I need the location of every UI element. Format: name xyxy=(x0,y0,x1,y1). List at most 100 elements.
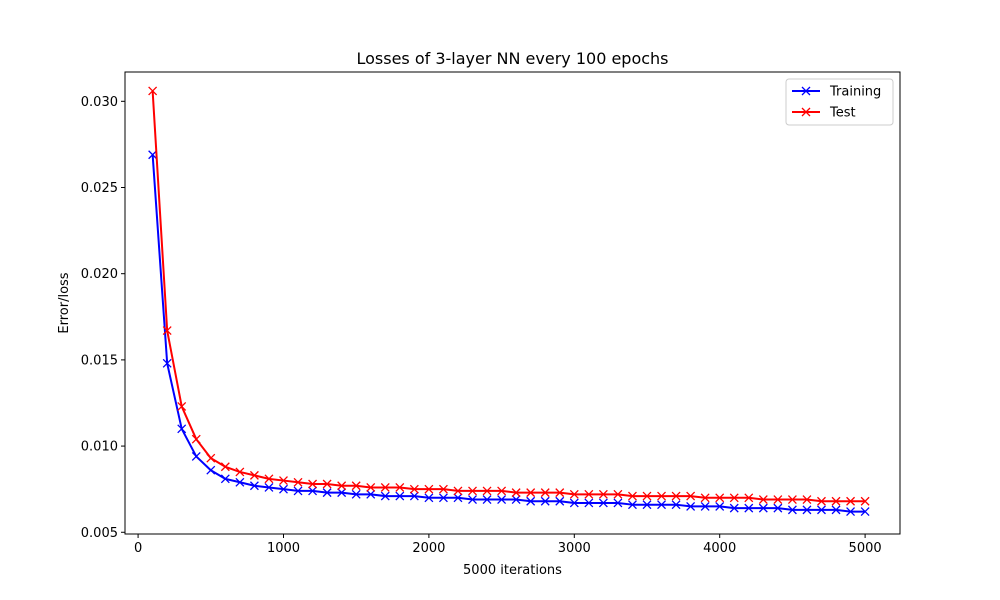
data-point-test xyxy=(744,493,754,503)
data-point-test xyxy=(220,462,230,472)
x-axis-label: 5000 iterations xyxy=(463,563,562,578)
data-point-training xyxy=(177,424,187,434)
x-tick-label: 4000 xyxy=(703,541,736,556)
data-point-training xyxy=(613,498,623,508)
data-point-test xyxy=(235,467,245,477)
data-point-test xyxy=(613,489,623,499)
series-line-training xyxy=(151,154,866,513)
data-point-training xyxy=(380,491,390,501)
data-point-training xyxy=(817,505,826,515)
data-point-test xyxy=(627,491,637,501)
data-point-training xyxy=(191,451,201,461)
x-tick-label: 2000 xyxy=(412,541,445,556)
data-point-training xyxy=(584,498,594,508)
data-point-training xyxy=(671,500,681,510)
data-point-training xyxy=(744,503,754,513)
data-point-test xyxy=(642,491,652,501)
data-point-training xyxy=(438,493,448,503)
y-tick-label: 0.025 xyxy=(81,181,118,196)
data-point-training xyxy=(235,477,245,487)
data-point-test xyxy=(569,489,579,499)
data-point-test xyxy=(293,477,303,487)
data-point-test xyxy=(846,496,856,506)
data-point-training xyxy=(351,489,361,499)
data-point-training xyxy=(293,486,303,496)
data-point-test xyxy=(468,486,477,496)
data-point-training xyxy=(468,495,477,504)
y-tick-label: 0.015 xyxy=(81,353,118,368)
data-point-training xyxy=(555,496,565,506)
data-point-test xyxy=(526,488,536,498)
series-training xyxy=(148,150,870,517)
data-point-training xyxy=(220,474,230,484)
x-tick-label: 0 xyxy=(134,541,142,556)
data-point-training xyxy=(308,486,318,496)
data-point-training xyxy=(773,503,783,513)
plot-area xyxy=(124,71,901,535)
data-point-training xyxy=(831,505,841,515)
data-point-test xyxy=(584,489,594,499)
data-point-test xyxy=(177,401,187,411)
data-point-training xyxy=(322,488,332,498)
data-point-training xyxy=(148,150,158,160)
data-point-training xyxy=(802,505,812,515)
data-point-test xyxy=(308,479,318,489)
legend-marker-test xyxy=(801,107,811,117)
data-point-test xyxy=(729,493,739,503)
data-point-test xyxy=(366,482,376,492)
data-point-training xyxy=(526,496,536,506)
tick-layer: 0 1000 2000 3000 4000 5000 0.005 0.010 0.015 0.02… xyxy=(81,95,882,556)
legend: Training Test xyxy=(785,78,894,126)
data-point-training xyxy=(206,465,216,475)
data-point-test xyxy=(409,484,419,494)
chart-title: Losses of 3-layer NN every 100 epochs xyxy=(356,49,668,68)
data-point-training xyxy=(279,484,288,494)
data-point-test xyxy=(758,495,768,504)
data-point-training xyxy=(729,503,739,513)
data-point-training xyxy=(497,495,507,504)
data-point-test xyxy=(482,486,492,496)
data-point-test xyxy=(264,474,274,484)
data-point-test xyxy=(380,482,390,492)
data-point-test xyxy=(686,491,696,501)
legend-label-test: Test xyxy=(829,106,856,121)
data-point-test xyxy=(540,488,550,498)
data-point-training xyxy=(337,488,347,498)
data-point-test xyxy=(453,486,463,496)
data-point-test xyxy=(351,481,361,491)
data-point-training xyxy=(395,491,405,501)
legend-marker-training xyxy=(801,86,811,96)
data-point-test xyxy=(511,488,521,498)
data-point-training xyxy=(627,500,637,510)
data-point-training xyxy=(700,501,710,511)
series-layer xyxy=(148,86,870,517)
x-tick-label: 5000 xyxy=(849,541,882,556)
data-point-test xyxy=(424,484,434,494)
x-tick-label: 3000 xyxy=(558,541,591,556)
data-point-training xyxy=(642,500,652,510)
data-point-test xyxy=(438,484,448,494)
data-point-training xyxy=(482,495,492,504)
data-point-test xyxy=(598,489,608,499)
data-point-training xyxy=(846,507,856,517)
data-point-training xyxy=(453,493,463,503)
y-tick-label: 0.020 xyxy=(81,267,118,282)
y-axis-label: Error/loss xyxy=(57,272,72,333)
data-point-training xyxy=(540,496,550,506)
y-tick-label: 0.030 xyxy=(81,95,118,110)
data-point-test xyxy=(395,482,405,492)
y-tick-label: 0.010 xyxy=(81,440,118,455)
data-point-test xyxy=(148,86,158,96)
data-point-test xyxy=(715,493,725,503)
legend-label-training: Training xyxy=(829,85,881,100)
data-point-test xyxy=(817,496,826,506)
data-point-training xyxy=(569,498,579,508)
series-line-test xyxy=(151,90,866,503)
data-point-test xyxy=(162,326,172,336)
data-point-test xyxy=(279,476,288,486)
data-point-test xyxy=(249,470,259,480)
data-point-test xyxy=(191,434,201,444)
x-tick-label: 1000 xyxy=(267,541,300,556)
